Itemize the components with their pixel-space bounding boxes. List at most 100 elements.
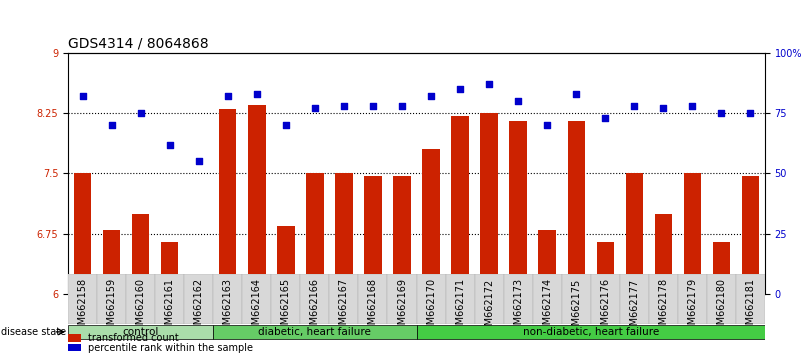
Point — [135, 110, 147, 116]
Point — [280, 122, 292, 128]
Bar — [562, 274, 590, 324]
Point — [483, 81, 496, 87]
Bar — [68, 325, 213, 339]
Bar — [103, 230, 120, 294]
Bar — [678, 274, 706, 324]
Text: GSM662180: GSM662180 — [716, 278, 727, 337]
Text: GSM662177: GSM662177 — [630, 278, 639, 338]
Point — [425, 93, 437, 99]
Point — [512, 98, 525, 104]
Bar — [654, 213, 672, 294]
Text: GSM662169: GSM662169 — [397, 278, 407, 337]
Bar — [127, 274, 155, 324]
Point — [686, 103, 698, 109]
Text: GDS4314 / 8064868: GDS4314 / 8064868 — [68, 36, 209, 51]
Point — [367, 103, 380, 109]
Bar — [388, 274, 417, 324]
Bar — [533, 274, 562, 324]
Bar — [248, 105, 266, 294]
Point — [453, 86, 466, 92]
Text: diabetic, heart failure: diabetic, heart failure — [259, 327, 372, 337]
Text: GSM662163: GSM662163 — [223, 278, 233, 337]
Bar — [451, 116, 469, 294]
Point — [715, 110, 728, 116]
Bar — [300, 274, 329, 324]
Bar — [335, 173, 352, 294]
Text: GSM662175: GSM662175 — [571, 278, 582, 338]
Bar — [504, 274, 533, 324]
Text: GSM662159: GSM662159 — [107, 278, 117, 337]
Bar — [422, 149, 440, 294]
Text: GSM662164: GSM662164 — [252, 278, 262, 337]
Point — [570, 91, 582, 97]
Bar — [213, 325, 417, 339]
Bar — [68, 274, 97, 324]
Text: GSM662173: GSM662173 — [513, 278, 523, 337]
Text: GSM662167: GSM662167 — [339, 278, 349, 337]
Bar — [155, 274, 184, 324]
Text: control: control — [123, 327, 159, 337]
Bar — [649, 274, 678, 324]
Text: GSM662179: GSM662179 — [687, 278, 698, 337]
Text: GSM662176: GSM662176 — [600, 278, 610, 337]
Text: non-diabetic, heart failure: non-diabetic, heart failure — [522, 327, 659, 337]
Point — [308, 105, 321, 111]
Bar — [509, 121, 527, 294]
Text: GSM662162: GSM662162 — [194, 278, 203, 337]
Bar — [161, 242, 179, 294]
Bar — [219, 109, 236, 294]
Bar — [742, 176, 759, 294]
Bar — [364, 176, 381, 294]
Point — [163, 142, 176, 147]
Bar — [626, 173, 643, 294]
Bar — [277, 225, 295, 294]
Bar — [68, 344, 81, 351]
Text: GSM662170: GSM662170 — [426, 278, 436, 337]
Bar — [97, 274, 127, 324]
Text: transformed count: transformed count — [87, 333, 179, 343]
Bar — [597, 242, 614, 294]
Point — [744, 110, 757, 116]
Bar — [242, 274, 272, 324]
Bar — [393, 176, 411, 294]
Bar — [620, 274, 649, 324]
Point — [337, 103, 350, 109]
Point — [251, 91, 264, 97]
Point — [76, 93, 89, 99]
Text: GSM662158: GSM662158 — [78, 278, 87, 337]
Bar — [417, 325, 765, 339]
Text: GSM662161: GSM662161 — [165, 278, 175, 337]
Bar — [706, 274, 736, 324]
Text: GSM662181: GSM662181 — [746, 278, 755, 337]
Text: GSM662166: GSM662166 — [310, 278, 320, 337]
Point — [599, 115, 612, 121]
Bar — [538, 230, 556, 294]
Text: GSM662171: GSM662171 — [455, 278, 465, 337]
Point — [221, 93, 234, 99]
Bar — [329, 274, 359, 324]
Point — [541, 122, 553, 128]
Bar — [272, 274, 300, 324]
Bar — [736, 274, 765, 324]
Point — [396, 103, 409, 109]
Bar — [481, 113, 497, 294]
Bar — [713, 242, 731, 294]
Bar — [74, 173, 91, 294]
Text: percentile rank within the sample: percentile rank within the sample — [87, 343, 252, 353]
Point — [192, 159, 205, 164]
Text: GSM662172: GSM662172 — [484, 278, 494, 338]
Point — [105, 122, 118, 128]
Point — [657, 105, 670, 111]
Bar — [132, 213, 149, 294]
Bar — [590, 274, 620, 324]
Text: GSM662168: GSM662168 — [368, 278, 378, 337]
Bar — [306, 173, 324, 294]
Bar — [184, 274, 213, 324]
Bar — [474, 274, 504, 324]
Bar — [213, 274, 242, 324]
Bar — [683, 173, 701, 294]
Point — [628, 103, 641, 109]
Bar — [359, 274, 388, 324]
Text: GSM662174: GSM662174 — [542, 278, 552, 337]
Text: disease state: disease state — [1, 327, 66, 337]
